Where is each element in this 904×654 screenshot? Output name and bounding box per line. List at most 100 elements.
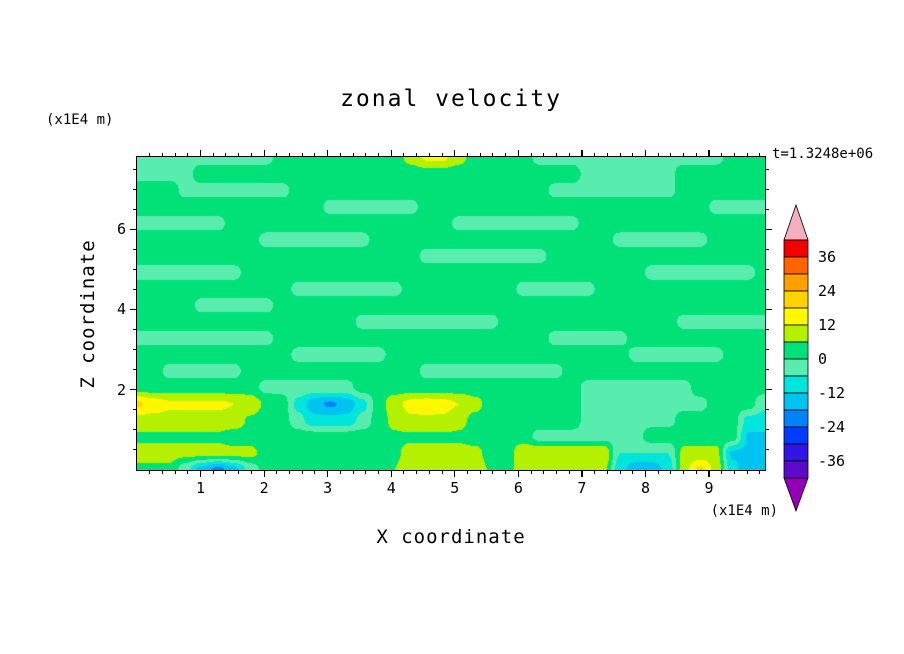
- x-minor-tick: [441, 153, 443, 157]
- x-minor-tick: [568, 470, 570, 474]
- x-minor-tick: [606, 470, 608, 474]
- colorbar-band: [783, 443, 809, 462]
- x-minor-tick: [721, 470, 723, 474]
- x-minor-tick: [594, 153, 596, 157]
- colorbar-top-arrow: [783, 203, 809, 241]
- x-minor-tick: [479, 153, 481, 157]
- colorbar-band: [783, 324, 809, 343]
- x-minor-tick: [403, 153, 405, 157]
- x-minor-tick: [289, 153, 291, 157]
- z-minor-tick: [133, 208, 137, 210]
- x-minor-tick: [492, 153, 494, 157]
- x-minor-tick: [492, 470, 494, 474]
- x-minor-tick: [428, 470, 430, 474]
- x-major-tick: [454, 470, 456, 477]
- colorbar-band: [783, 426, 809, 445]
- x-minor-tick: [225, 470, 227, 474]
- colorbar-band: [783, 290, 809, 309]
- z-minor-tick: [765, 429, 769, 431]
- x-minor-tick: [746, 153, 748, 157]
- time-annotation: t=1.3248e+06: [772, 146, 874, 162]
- x-minor-tick: [314, 153, 316, 157]
- z-minor-tick: [765, 409, 769, 411]
- x-minor-tick: [352, 153, 354, 157]
- x-minor-tick: [276, 470, 278, 474]
- z-tick-label-2: 2: [116, 380, 126, 399]
- x-minor-tick: [352, 470, 354, 474]
- x-major-tick: [517, 150, 519, 157]
- x-minor-tick: [174, 470, 176, 474]
- x-minor-tick: [530, 153, 532, 157]
- x-minor-tick: [289, 470, 291, 474]
- z-axis-title: Z coordinate: [77, 239, 99, 389]
- x-minor-tick: [378, 470, 380, 474]
- x-minor-tick: [378, 153, 380, 157]
- x-minor-tick: [276, 153, 278, 157]
- colorbar-band: [783, 239, 809, 258]
- x-minor-tick: [556, 153, 557, 157]
- z-minor-tick: [133, 248, 137, 250]
- x-minor-tick: [632, 470, 634, 474]
- x-minor-tick: [505, 470, 507, 474]
- contour-plot: [137, 157, 765, 470]
- x-minor-tick: [250, 470, 252, 474]
- x-axis-unit-label: (x1E4 m): [710, 503, 778, 519]
- x-tick-label-1: 1: [196, 479, 206, 497]
- x-tick-label-8: 8: [640, 479, 651, 497]
- colorbar-label-0: 0: [818, 350, 828, 368]
- x-minor-tick: [339, 470, 341, 474]
- z-minor-tick: [133, 168, 137, 170]
- x-minor-tick: [441, 470, 443, 474]
- x-minor-tick: [543, 153, 545, 157]
- x-minor-tick: [467, 470, 469, 474]
- x-minor-tick: [212, 153, 214, 157]
- x-minor-tick: [314, 470, 316, 474]
- x-minor-tick: [238, 470, 240, 474]
- z-minor-tick: [765, 349, 769, 351]
- x-major-tick: [263, 470, 265, 477]
- x-tick-label-5: 5: [450, 479, 460, 497]
- x-minor-tick: [733, 153, 735, 157]
- x-tick-label-3: 3: [323, 479, 333, 497]
- x-minor-tick: [416, 470, 418, 474]
- colorbar-band: [783, 273, 809, 292]
- x-major-tick: [327, 470, 329, 477]
- z-minor-tick: [133, 349, 137, 351]
- x-major-tick: [390, 470, 392, 477]
- z-minor-tick: [133, 188, 137, 190]
- colorbar-band: [783, 409, 809, 428]
- z-minor-tick: [765, 449, 769, 451]
- colorbar-label--24: -24: [818, 418, 846, 436]
- x-major-tick: [708, 150, 710, 157]
- x-major-tick: [644, 470, 647, 477]
- x-axis-title: X coordinate: [376, 526, 526, 548]
- x-major-tick: [199, 150, 202, 157]
- z-major-tick: [130, 308, 137, 311]
- z-tick-label-6: 6: [116, 220, 126, 239]
- x-minor-tick: [416, 153, 418, 157]
- z-minor-tick: [133, 429, 137, 431]
- x-minor-tick: [301, 470, 303, 474]
- x-minor-tick: [606, 153, 608, 157]
- x-minor-tick: [161, 153, 163, 157]
- z-axis-unit-label: (x1E4 m): [46, 112, 114, 128]
- x-minor-tick: [187, 153, 189, 157]
- x-minor-tick: [632, 153, 634, 157]
- x-minor-tick: [670, 153, 672, 157]
- x-minor-tick: [174, 153, 176, 157]
- x-tick-label-9: 9: [704, 479, 714, 497]
- z-minor-tick: [765, 329, 769, 331]
- z-minor-tick: [133, 268, 137, 270]
- x-minor-tick: [161, 470, 163, 474]
- z-minor-tick: [765, 188, 769, 190]
- colorbar-label-24: 24: [818, 282, 837, 300]
- colorbar-band: [783, 392, 809, 411]
- x-minor-tick: [556, 470, 557, 474]
- colorbar-bottom-arrow: [783, 477, 809, 513]
- x-minor-tick: [365, 153, 367, 157]
- z-minor-tick: [133, 369, 137, 371]
- z-major-tick: [765, 228, 772, 230]
- z-minor-tick: [765, 168, 769, 170]
- x-major-tick: [199, 470, 202, 477]
